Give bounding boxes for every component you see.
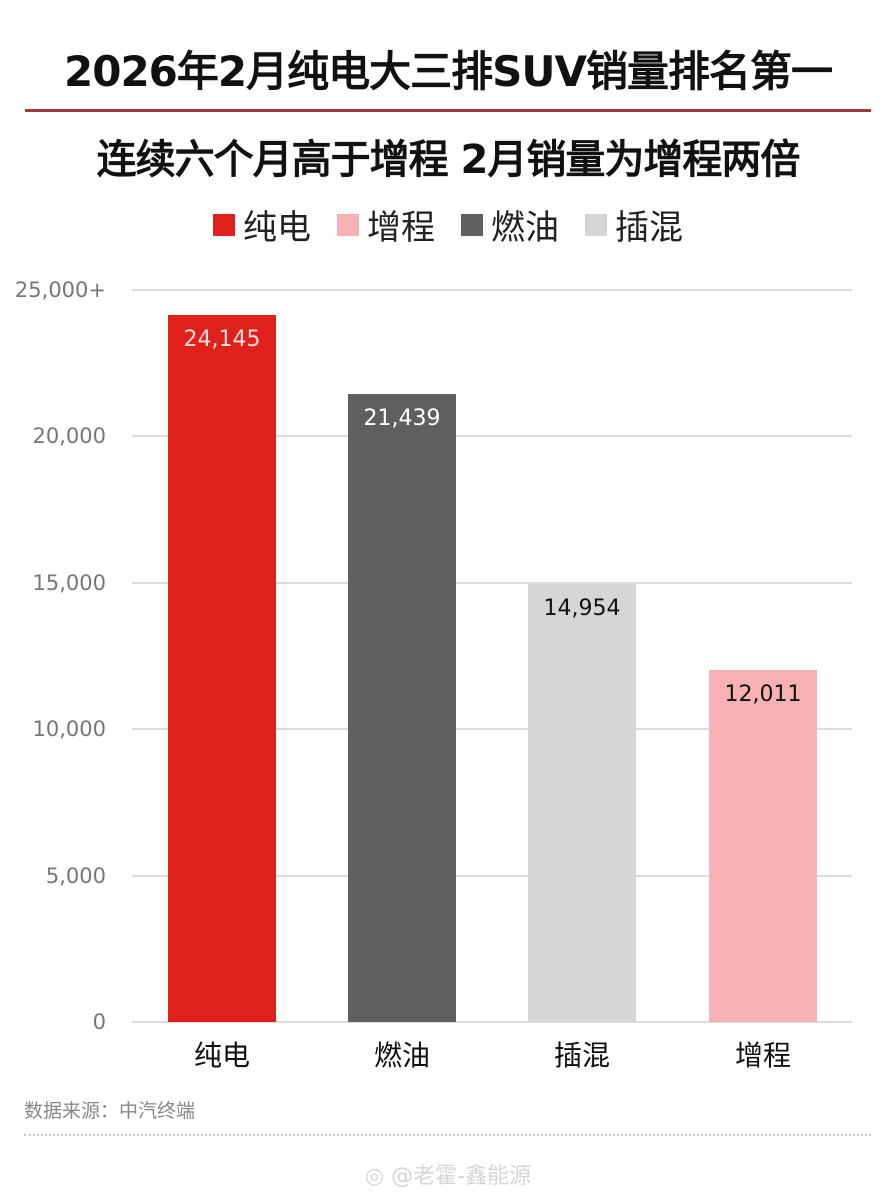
- watermark-text: @老霍-鑫能源: [391, 1164, 532, 1189]
- legend: 纯电 增程 燃油 插混: [0, 200, 896, 249]
- legend-swatch-icon: [213, 213, 235, 236]
- legend-item-erev: 增程: [337, 200, 435, 249]
- chart-title: 2026年2月纯电大三排SUV销量排名第一: [64, 47, 833, 96]
- bar-ice: 21,439: [348, 394, 456, 1022]
- gridline: [132, 874, 852, 877]
- chart-subtitle: 连续六个月高于增程 2月销量为增程两倍: [96, 137, 801, 183]
- data-source-note: 数据来源：中汽终端: [24, 1100, 196, 1122]
- gridline: [132, 728, 852, 731]
- legend-swatch-icon: [461, 213, 483, 236]
- y-axis-tick-label: 10,000: [32, 717, 106, 742]
- bar-bev: 24,145: [168, 315, 276, 1022]
- bar-erev: 12,011: [709, 670, 817, 1022]
- watermark: ◎ @老霍-鑫能源: [0, 1158, 896, 1190]
- x-axis-label-bev: 纯电: [193, 1039, 250, 1072]
- title-divider: [25, 109, 871, 112]
- x-axis-label-erev: 增程: [734, 1039, 791, 1072]
- legend-swatch-icon: [585, 213, 607, 236]
- legend-item-phev: 插混: [585, 200, 683, 249]
- y-axis-tick-label: 15,000: [32, 570, 106, 595]
- x-axis-label-phev: 插混: [553, 1039, 610, 1072]
- gridline: [132, 1021, 852, 1023]
- y-axis-tick-label: 5,000: [45, 863, 106, 888]
- bar-value-label: 12,011: [724, 682, 802, 708]
- legend-label: 燃油: [491, 208, 559, 248]
- y-axis-tick-label: 20,000: [32, 424, 106, 449]
- legend-swatch-icon: [337, 213, 359, 236]
- bar-value-label: 14,954: [543, 596, 621, 622]
- legend-item-ice: 燃油: [461, 200, 559, 249]
- legend-label: 增程: [367, 208, 435, 248]
- gridline: [132, 581, 852, 584]
- legend-item-bev: 纯电: [213, 200, 311, 249]
- bar-value-label: 24,145: [183, 327, 261, 353]
- weibo-icon: ◎: [364, 1164, 392, 1189]
- legend-label: 插混: [615, 208, 683, 248]
- bar-phev: 14,954: [528, 584, 636, 1022]
- bar-value-label: 21,439: [363, 406, 441, 432]
- y-axis-tick-label: 0: [92, 1010, 106, 1034]
- gridline: [132, 289, 852, 291]
- x-axis-label-ice: 燃油: [373, 1039, 430, 1072]
- y-axis-tick-label: 25,000+: [14, 278, 106, 302]
- footer-divider: [24, 1134, 871, 1136]
- gridline: [132, 435, 852, 438]
- legend-label: 纯电: [243, 208, 311, 248]
